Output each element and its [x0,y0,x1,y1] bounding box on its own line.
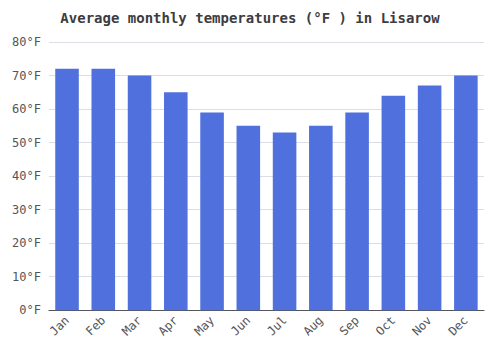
svg-text:Sep: Sep [337,313,362,338]
svg-text:Dec: Dec [446,313,471,338]
svg-text:Nov: Nov [409,313,434,338]
svg-text:Aug: Aug [301,313,326,338]
svg-text:Oct: Oct [373,313,398,338]
svg-text:Feb: Feb [83,313,108,338]
svg-text:40°F: 40°F [12,169,41,183]
svg-text:May: May [192,313,217,338]
svg-text:Apr: Apr [156,313,181,338]
svg-text:50°F: 50°F [12,136,41,150]
svg-text:Jan: Jan [47,313,72,338]
svg-text:80°F: 80°F [12,35,41,49]
svg-text:20°F: 20°F [12,236,41,250]
svg-text:Jul: Jul [264,313,289,338]
svg-text:10°F: 10°F [12,270,41,284]
svg-text:70°F: 70°F [12,69,41,83]
svg-text:30°F: 30°F [12,203,41,217]
svg-text:Average monthly temperatures (: Average monthly temperatures (°F ) in Li… [60,10,440,26]
svg-text:Jun: Jun [228,313,253,338]
svg-text:60°F: 60°F [12,102,41,116]
svg-text:Mar: Mar [119,313,144,338]
svg-text:0°F: 0°F [19,303,41,317]
